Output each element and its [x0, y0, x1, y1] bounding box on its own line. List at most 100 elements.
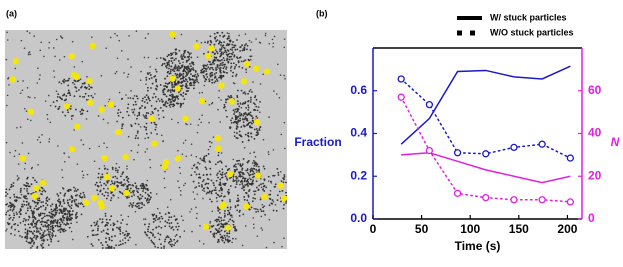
cluster-dot	[218, 216, 220, 219]
cluster-dot	[62, 198, 65, 201]
cluster-dot	[168, 67, 170, 70]
cluster-dot	[68, 219, 71, 221]
speck	[97, 193, 100, 195]
cluster-dot	[192, 67, 194, 69]
cluster-dot	[127, 184, 130, 186]
cluster-dot	[178, 67, 181, 70]
speck	[217, 151, 220, 154]
cluster-dot	[228, 236, 230, 238]
cluster-dot	[163, 245, 166, 248]
cluster-dot	[195, 75, 198, 78]
cluster-dot	[159, 233, 162, 236]
cluster-dot	[54, 234, 57, 237]
cluster-dot	[219, 59, 222, 62]
speck	[98, 167, 101, 170]
cluster-dot	[104, 212, 107, 215]
cluster-dot	[58, 221, 61, 224]
cluster-dot	[202, 64, 205, 67]
cluster-dot	[73, 95, 76, 98]
cluster-dot	[19, 189, 22, 192]
cluster-dot	[231, 53, 234, 56]
cluster-dot	[269, 193, 272, 196]
cluster-dot	[247, 139, 250, 142]
cluster-dot	[137, 187, 140, 190]
cluster-dot	[237, 103, 239, 105]
cluster-dot	[238, 211, 241, 213]
cluster-dot	[163, 85, 165, 87]
cluster-dot	[208, 68, 211, 71]
cluster-dot	[107, 222, 109, 225]
cluster-dot	[240, 113, 243, 115]
cluster-dot	[208, 190, 211, 193]
speck	[241, 244, 244, 247]
speck	[72, 238, 74, 241]
cluster-dot	[73, 190, 76, 192]
cluster-dot	[226, 55, 229, 57]
cluster-dot	[107, 187, 109, 190]
cluster-dot	[235, 110, 238, 113]
cluster-dot	[170, 65, 173, 68]
cluster-dot	[184, 70, 187, 73]
cluster-dot	[249, 121, 252, 124]
cluster-dot	[70, 222, 72, 225]
cluster-dot	[167, 218, 170, 221]
cluster-dot	[259, 208, 262, 211]
cluster-dot	[116, 181, 119, 183]
speck	[17, 163, 20, 165]
cluster-dot	[242, 172, 245, 174]
cluster-dot	[9, 206, 12, 209]
x-tick-label: 200	[557, 222, 577, 236]
cluster-dot	[118, 190, 121, 193]
cluster-dot	[150, 239, 153, 242]
cluster-dot	[215, 40, 217, 43]
cluster-dot	[14, 222, 17, 225]
cluster-dot	[248, 190, 250, 192]
cluster-dot	[247, 106, 250, 109]
cluster-dot	[47, 244, 50, 246]
cluster-dot	[244, 115, 247, 118]
speck	[13, 212, 15, 215]
cluster-dot	[220, 47, 223, 49]
cluster-dot	[207, 51, 210, 54]
speck	[47, 94, 50, 97]
cluster-dot	[170, 52, 172, 55]
speck	[6, 31, 8, 34]
cluster-dot	[174, 242, 177, 244]
speck	[215, 57, 218, 60]
cluster-dot	[150, 77, 153, 79]
cluster-dot	[102, 229, 105, 232]
speck	[278, 96, 281, 99]
cluster-dot	[199, 157, 202, 160]
cluster-dot	[63, 208, 66, 210]
speck	[147, 56, 150, 59]
cluster-dot	[185, 82, 187, 85]
speck	[179, 172, 182, 175]
cluster-dot	[237, 61, 240, 64]
cluster-dot	[226, 234, 229, 237]
cluster-dot	[278, 190, 281, 193]
cluster-dot	[213, 76, 216, 79]
cluster-dot	[146, 102, 149, 104]
cluster-dot	[9, 208, 12, 211]
yellow-particle	[243, 60, 251, 68]
cluster-dot	[127, 103, 130, 106]
cluster-dot	[277, 171, 280, 174]
cluster-dot	[104, 191, 107, 194]
cluster-dot	[29, 241, 32, 244]
speck	[248, 177, 251, 179]
cluster-dot	[55, 205, 57, 208]
cluster-dot	[27, 202, 30, 205]
cluster-dot	[145, 128, 148, 131]
cluster-dot	[154, 107, 157, 110]
point-marker	[397, 93, 405, 101]
speck	[26, 87, 29, 89]
cluster-dot	[44, 206, 47, 209]
speck	[258, 41, 261, 44]
speck	[198, 92, 201, 94]
cluster-dot	[245, 192, 248, 195]
cluster-dot	[176, 222, 179, 225]
cluster-dot	[251, 180, 254, 183]
cluster-dot	[255, 128, 258, 130]
cluster-dot	[167, 53, 170, 56]
speck	[169, 106, 172, 108]
